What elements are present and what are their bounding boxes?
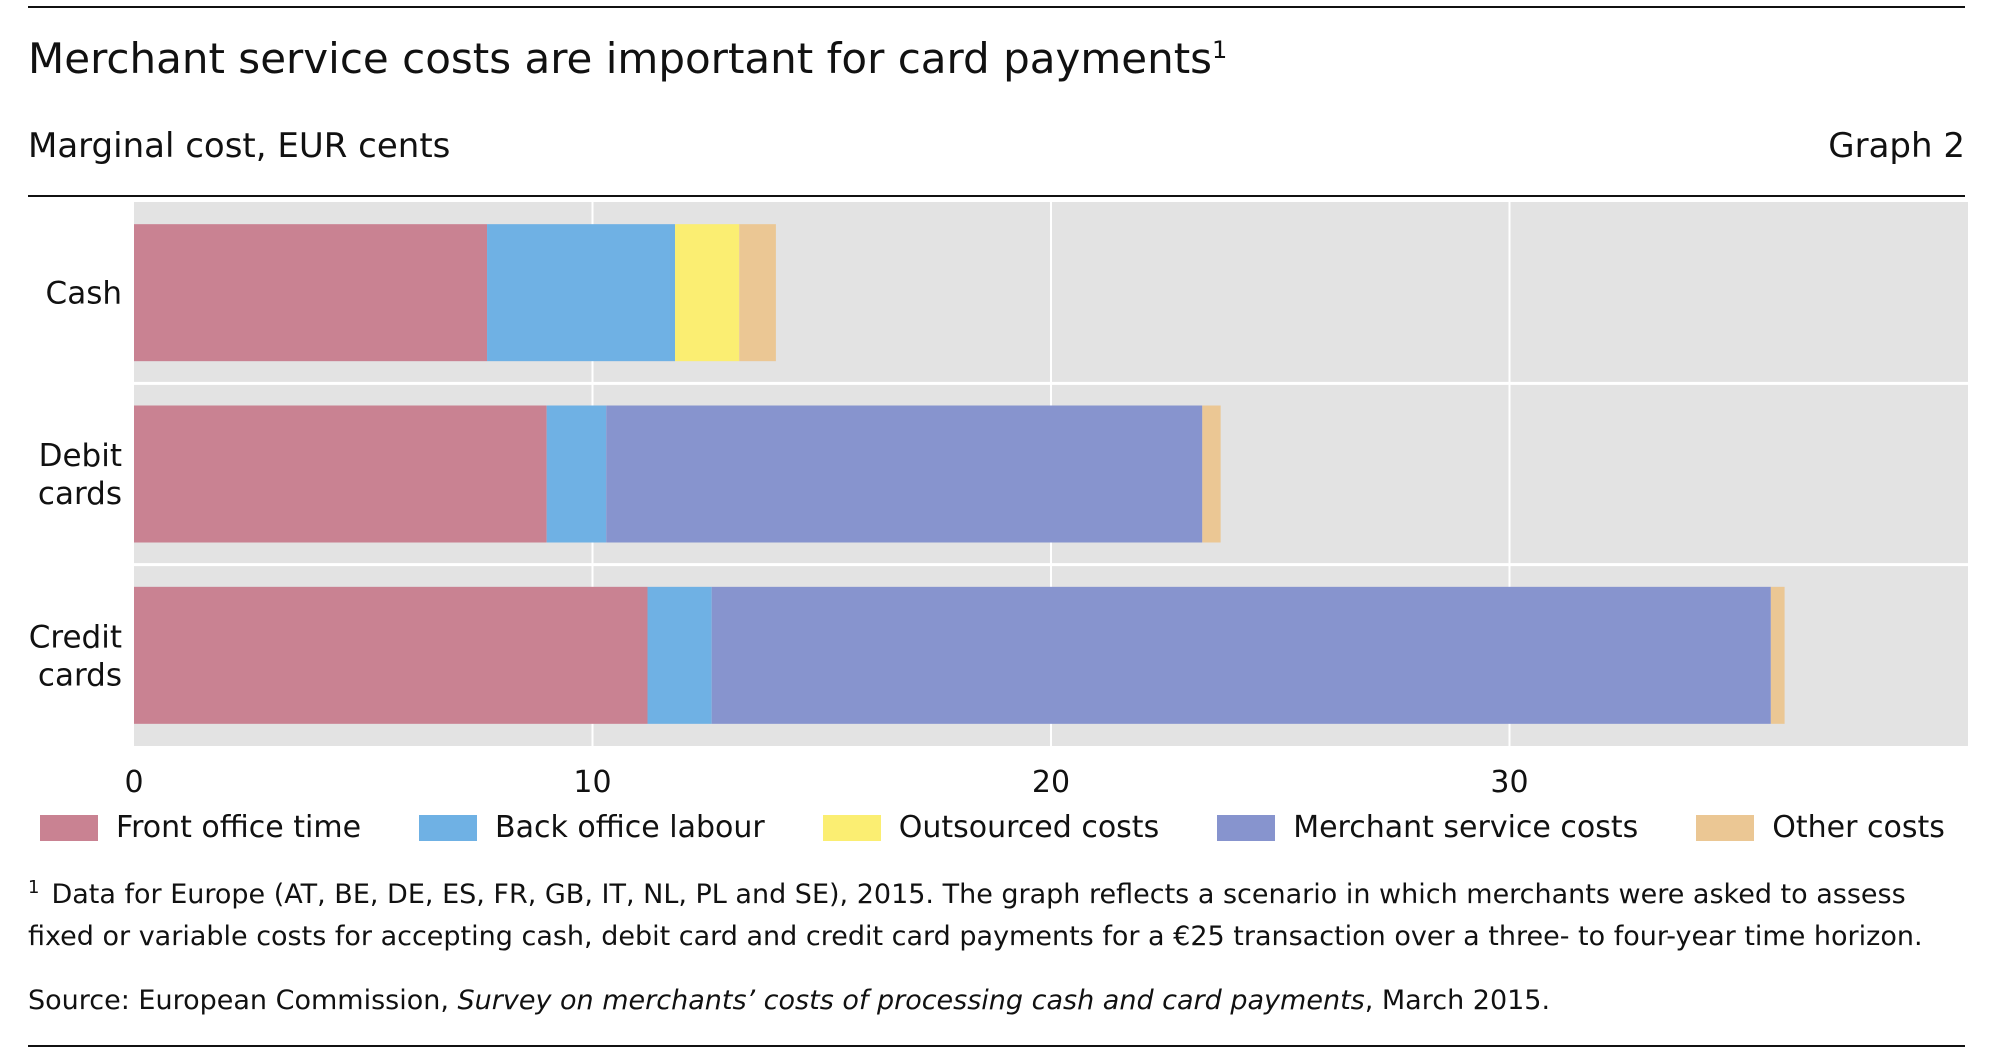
bar-debit-cards-back-office-labour (546, 405, 607, 543)
category-label: cards (38, 476, 122, 512)
bar-credit-cards-back-office-labour (647, 586, 712, 724)
bar-cash-back-office-labour (487, 224, 676, 362)
bar-debit-cards-front-office-time (134, 405, 547, 543)
title-footnote-marker: 1 (1212, 36, 1228, 64)
legend-label: Merchant service costs (1293, 810, 1639, 845)
category-label: Credit (29, 619, 122, 655)
chart-title-text: Merchant service costs are important for… (28, 34, 1213, 83)
legend-label: Back office labour (495, 810, 765, 845)
bar-credit-cards-other-costs (1770, 586, 1785, 724)
x-tick-label: 0 (124, 765, 143, 800)
x-tick-label: 20 (1032, 765, 1070, 800)
chart-subtitle: Marginal cost, EUR cents (28, 126, 451, 166)
footnote-text: Data for Europe (AT, BE, DE, ES, FR, GB,… (28, 879, 1923, 952)
x-tick-label: 30 (1490, 765, 1528, 800)
legend-swatch (1217, 814, 1276, 841)
bar-cash-outsourced-costs (675, 224, 740, 362)
legend-item-outsourced-costs: Outsourced costs (822, 810, 1160, 845)
chart-title: Merchant service costs are important for… (28, 34, 1227, 83)
footnote-marker: 1 (28, 877, 40, 898)
legend-item-merchant-service-costs: Merchant service costs (1217, 810, 1638, 845)
category-label: Cash (46, 276, 122, 312)
legend-swatch (419, 814, 478, 841)
legend-swatch (40, 814, 98, 841)
legend-item-back-office-labour: Back office labour (419, 810, 765, 845)
bar-cash-front-office-time (134, 224, 488, 362)
graph-number: Graph 2 (1828, 126, 1965, 166)
footnote: 1 Data for Europe (AT, BE, DE, ES, FR, GB… (28, 874, 1968, 958)
source-suffix: , March 2015. (1364, 985, 1551, 1016)
bar-credit-cards-front-office-time (134, 586, 648, 724)
legend-item-other-costs: Other costs (1696, 810, 1945, 845)
source-prefix: Source: European Commission, (28, 985, 458, 1016)
bar-debit-cards-other-costs (1202, 405, 1221, 543)
legend-swatch (822, 814, 881, 841)
legend-item-front-office-time: Front office time (40, 810, 361, 845)
source-title: Survey on merchants’ costs of processing… (457, 985, 1365, 1016)
category-label: Debit (39, 438, 122, 474)
category-label: cards (38, 657, 122, 693)
header-rule (28, 195, 1965, 197)
bar-cash-other-costs (739, 224, 776, 362)
legend-label: Outsourced costs (898, 810, 1160, 845)
legend-label: Front office time (116, 810, 362, 845)
bottom-rule (28, 1045, 1965, 1047)
bar-debit-cards-merchant-service-costs (606, 405, 1203, 543)
chart-legend: Front office time Back office labour Outso… (40, 810, 1993, 845)
bar-credit-cards-merchant-service-costs (711, 586, 1771, 724)
legend-label: Other costs (1772, 810, 1945, 845)
source-line: Source: European Commission, Survey on m… (28, 985, 1550, 1016)
x-tick-label: 10 (573, 765, 611, 800)
top-rule (28, 6, 1965, 8)
legend-swatch (1696, 814, 1755, 841)
